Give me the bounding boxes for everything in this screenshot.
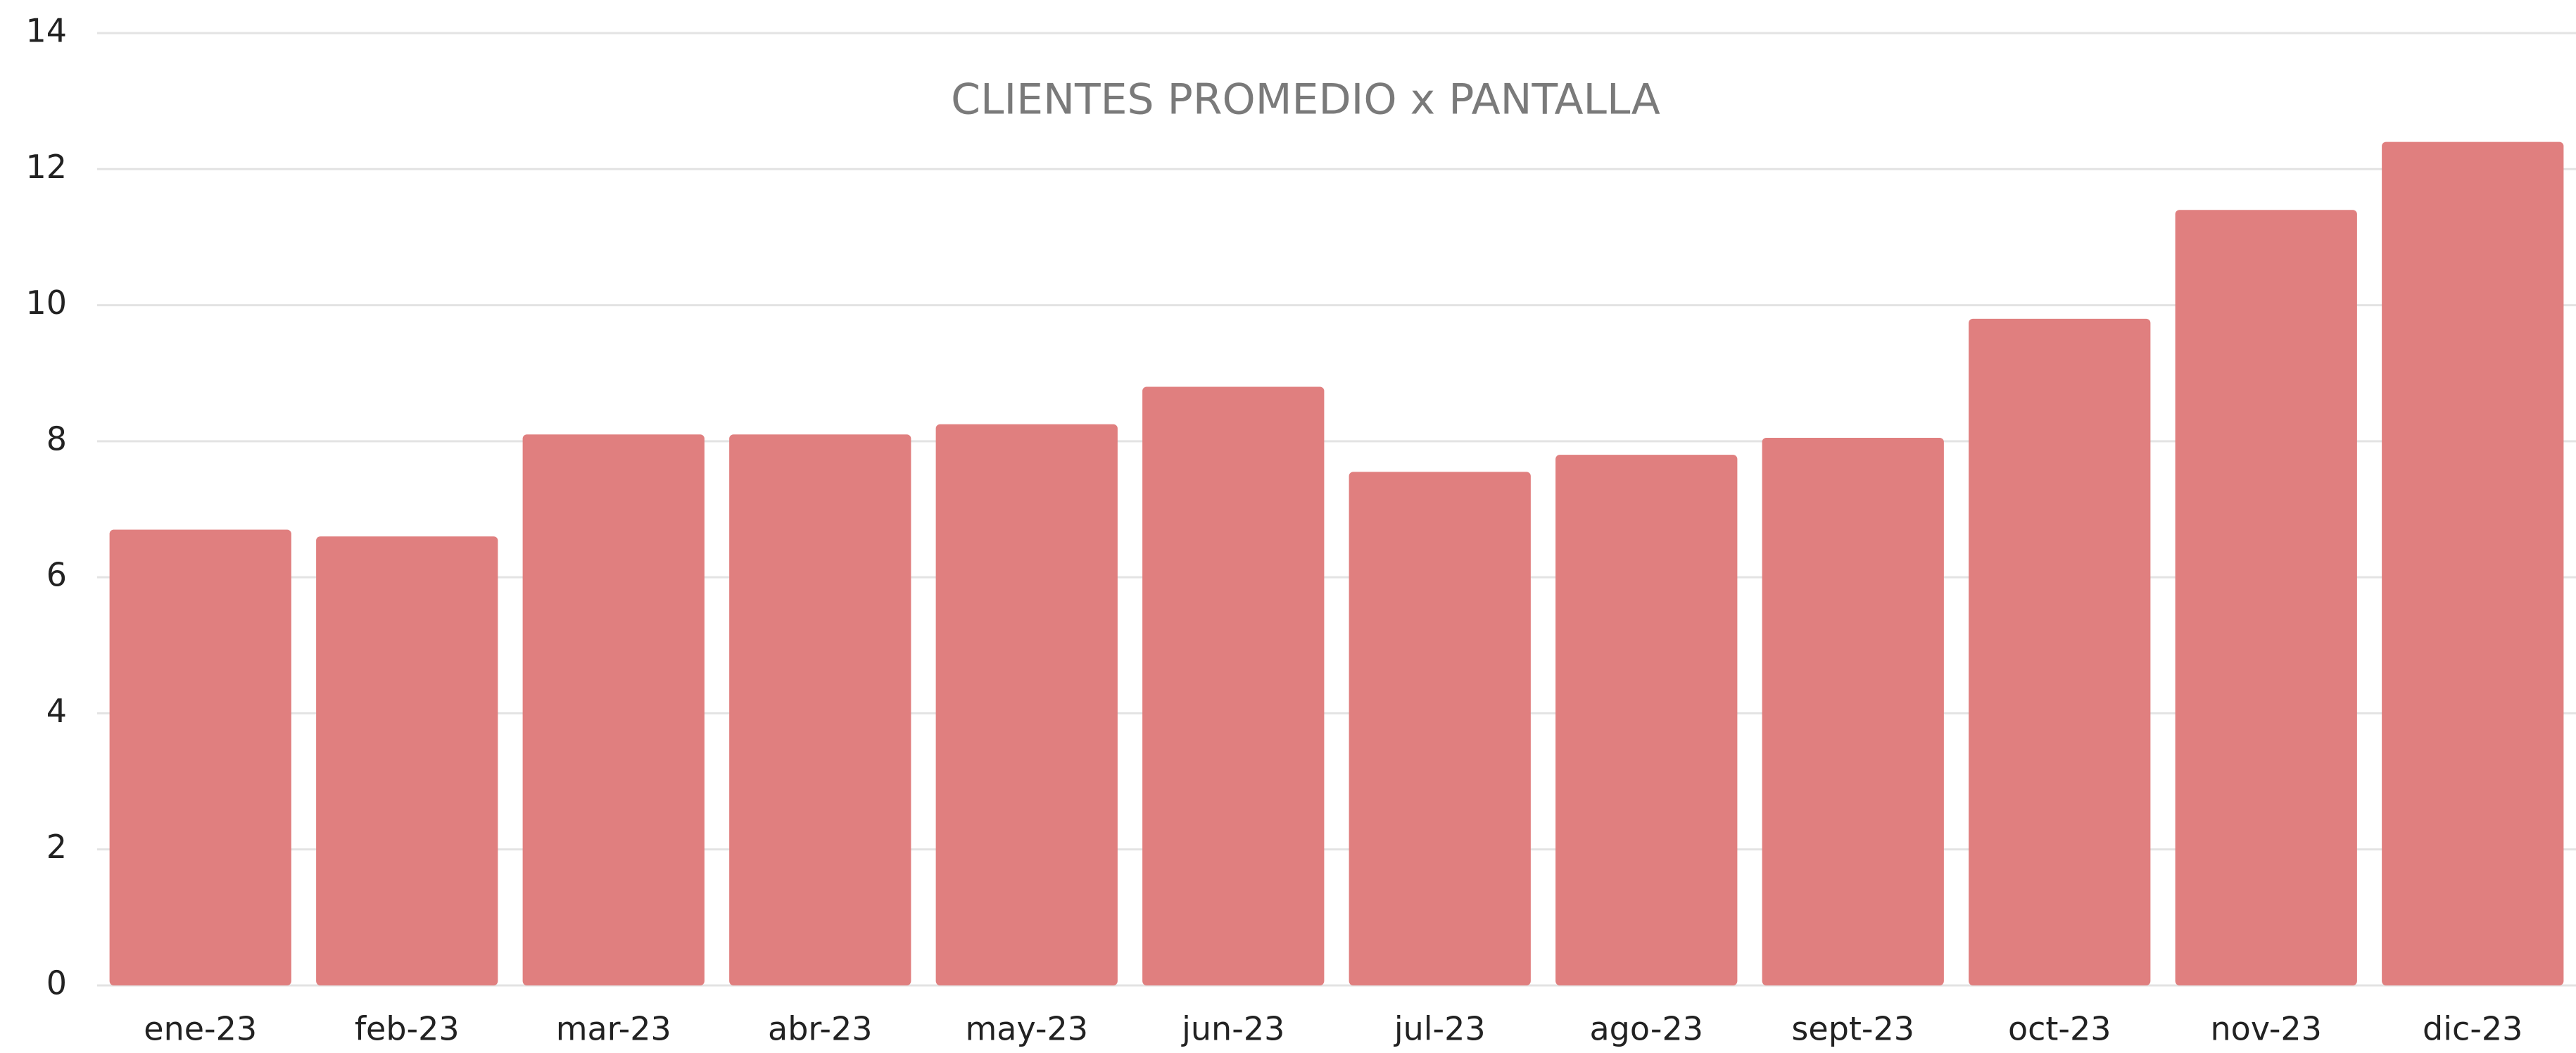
bar: [1762, 438, 1944, 985]
bar: [729, 434, 911, 985]
bar: [109, 529, 291, 985]
x-tick-label: abr-23: [768, 1010, 873, 1048]
bar: [2175, 210, 2357, 985]
x-tick-label: nov-23: [2211, 1010, 2322, 1048]
x-tick-label: ene-23: [144, 1010, 257, 1048]
bar: [1555, 455, 1738, 985]
y-tick-label: 6: [46, 556, 67, 594]
bar: [522, 434, 705, 985]
x-tick-label: may-23: [965, 1010, 1088, 1048]
y-tick-label: 0: [46, 964, 67, 1002]
bar: [2382, 141, 2564, 986]
y-tick-label: 4: [46, 692, 67, 730]
x-tick-label: feb-23: [355, 1010, 460, 1048]
y-tick-label: 14: [25, 12, 67, 50]
x-tick-label: jun-23: [1181, 1010, 1284, 1048]
y-tick-label: 2: [46, 828, 67, 866]
bar: [316, 536, 498, 985]
bar: [1969, 318, 2151, 985]
bar: [1349, 472, 1531, 985]
bar: [1142, 386, 1325, 985]
y-tick-label: 8: [46, 420, 67, 458]
y-tick-label: 10: [25, 284, 67, 322]
x-tick-label: mar-23: [556, 1010, 671, 1048]
y-tick-label: 12: [25, 148, 67, 186]
x-tick-label: oct-23: [2008, 1010, 2111, 1048]
x-tick-label: dic-23: [2423, 1010, 2523, 1048]
x-tick-label: jul-23: [1394, 1010, 1486, 1048]
bar: [935, 424, 1118, 985]
chart-title: CLIENTES PROMEDIO x PANTALLA: [951, 75, 1660, 125]
x-tick-label: ago-23: [1589, 1010, 1703, 1048]
x-tick-label: sept-23: [1791, 1010, 1914, 1048]
